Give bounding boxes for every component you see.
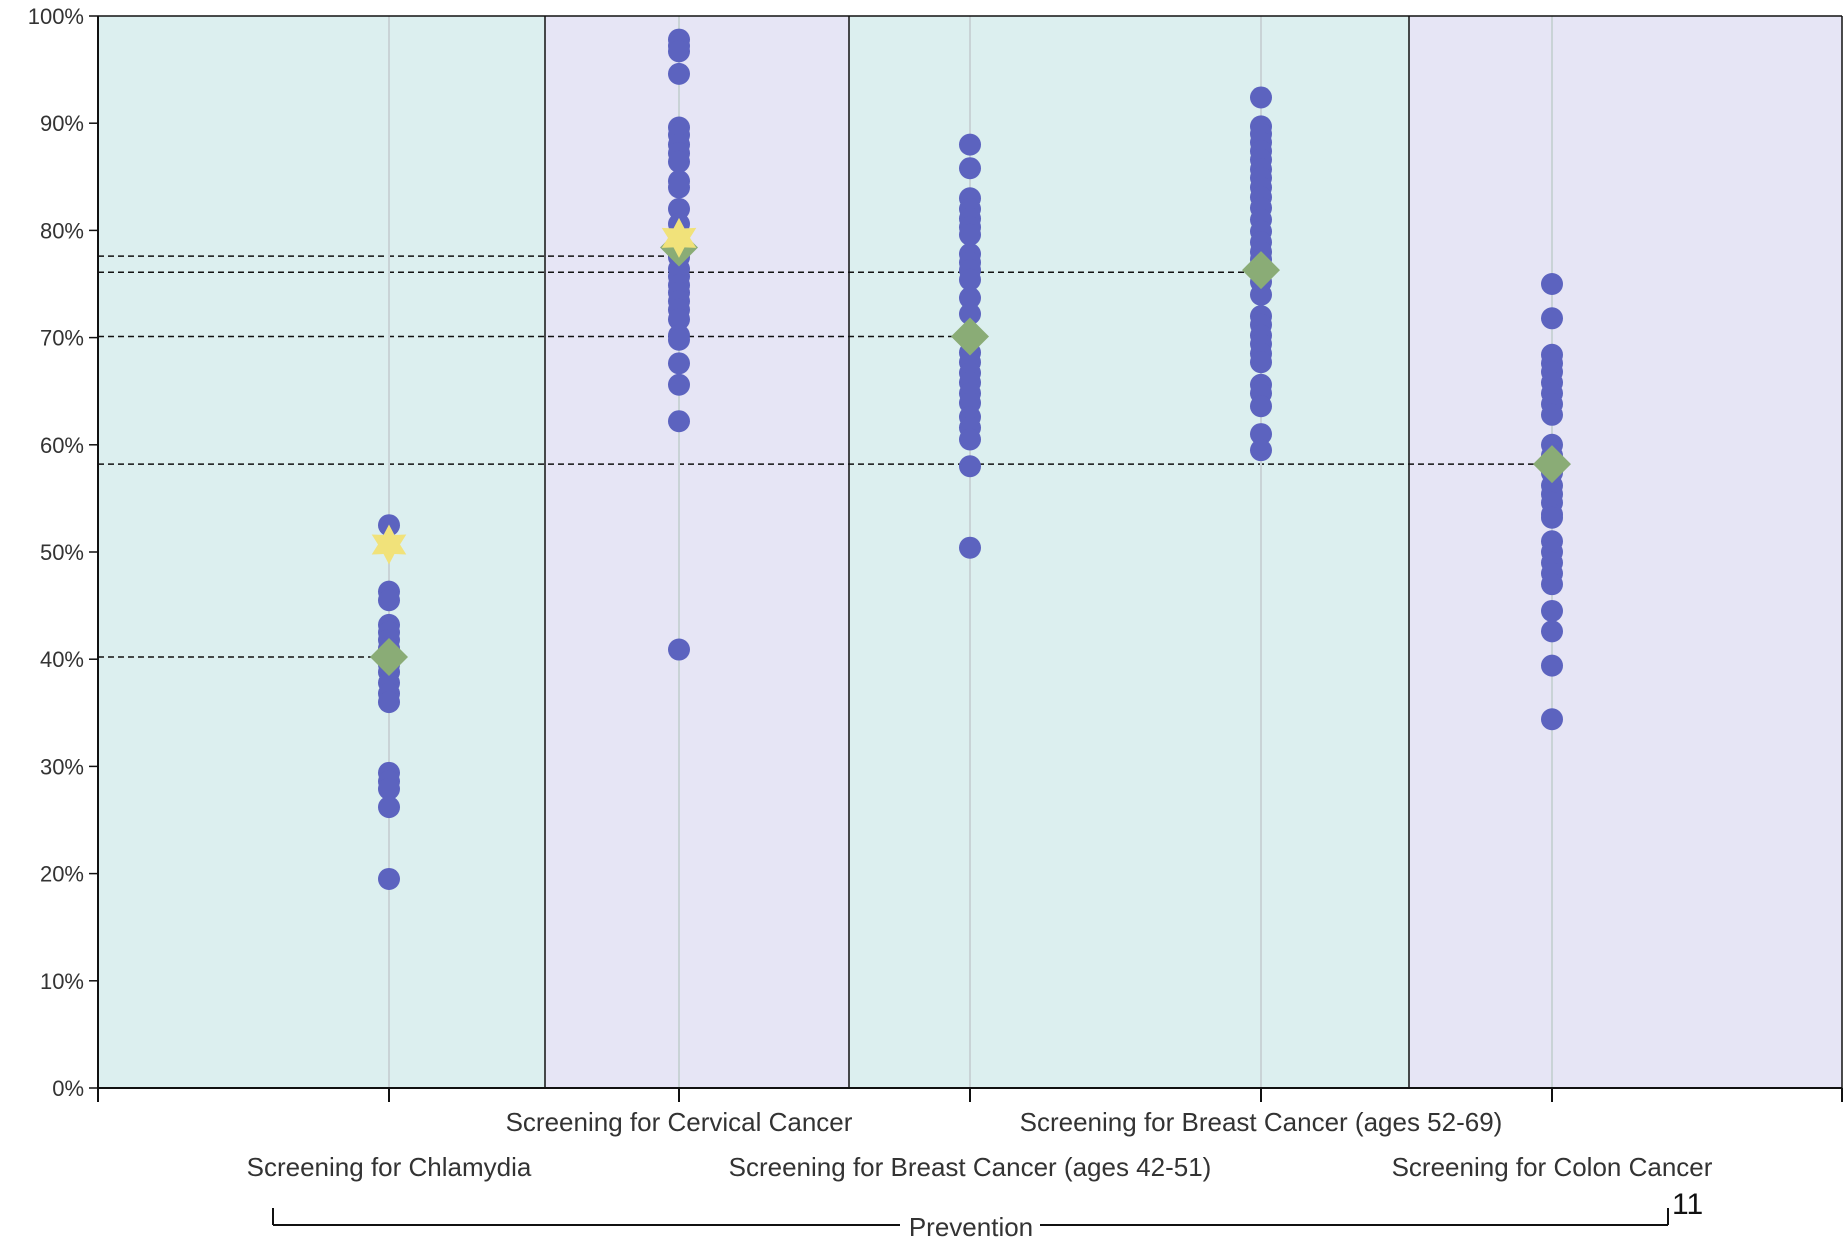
data-point bbox=[378, 867, 400, 890]
data-point bbox=[959, 223, 981, 246]
x-axis-ticks: Screening for Chlamydia Screening for Cer… bbox=[97, 1088, 1843, 1182]
data-point bbox=[668, 40, 690, 63]
data-point bbox=[959, 286, 981, 309]
data-point bbox=[959, 455, 981, 478]
y-tick-label: 90% bbox=[40, 111, 84, 136]
data-point bbox=[668, 176, 690, 199]
data-point bbox=[959, 303, 981, 326]
diamond-marker bbox=[370, 638, 408, 677]
data-point bbox=[668, 308, 690, 331]
highlight-markers bbox=[370, 217, 1571, 677]
x-tick-label: Screening for Cervical Cancer bbox=[506, 1107, 853, 1137]
category-panels bbox=[98, 16, 1842, 1088]
data-point bbox=[959, 536, 981, 559]
data-point bbox=[378, 796, 400, 819]
y-tick-label: 20% bbox=[40, 862, 84, 887]
data-point bbox=[1541, 273, 1563, 295]
star-marker bbox=[371, 524, 407, 565]
data-point bbox=[1541, 307, 1563, 330]
x-tick-label: Screening for Chlamydia bbox=[247, 1152, 532, 1182]
data-point bbox=[1541, 599, 1563, 622]
data-point bbox=[1250, 423, 1272, 446]
data-point bbox=[668, 638, 690, 661]
data-point bbox=[1541, 403, 1563, 426]
panel-2 bbox=[545, 16, 849, 1088]
x-tick-label: Screening for Breast Cancer (ages 52-69) bbox=[1020, 1107, 1503, 1137]
y-tick-label: 50% bbox=[40, 540, 84, 565]
panel-dividers bbox=[544, 16, 1410, 1088]
data-point bbox=[378, 777, 400, 800]
data-point bbox=[959, 268, 981, 291]
data-point bbox=[1250, 395, 1272, 418]
diamond-marker bbox=[951, 317, 989, 356]
y-tick-label: 0% bbox=[52, 1076, 84, 1101]
panel-1 bbox=[98, 16, 545, 1088]
data-point bbox=[1250, 351, 1272, 374]
data-point bbox=[668, 373, 690, 396]
panel-4 bbox=[1409, 16, 1842, 1088]
data-point bbox=[959, 157, 981, 180]
page-number: 11 bbox=[1672, 1188, 1703, 1221]
y-tick-label: 10% bbox=[40, 969, 84, 994]
data-point bbox=[1250, 86, 1272, 109]
data-point bbox=[1541, 573, 1563, 596]
data-point bbox=[959, 428, 981, 451]
x-tick-label: Screening for Colon Cancer bbox=[1392, 1152, 1713, 1182]
y-tick-label: 80% bbox=[40, 218, 84, 243]
data-point bbox=[378, 691, 400, 714]
data-point bbox=[1541, 708, 1563, 731]
data-point bbox=[668, 352, 690, 375]
data-point bbox=[668, 328, 690, 351]
data-point bbox=[378, 589, 400, 612]
y-tick-label: 30% bbox=[40, 754, 84, 779]
data-point bbox=[1250, 439, 1272, 462]
group-bracket: Prevention bbox=[272, 1208, 1669, 1242]
data-point bbox=[959, 133, 981, 156]
data-point bbox=[1250, 283, 1272, 306]
x-tick-label: Screening for Breast Cancer (ages 42-51) bbox=[729, 1152, 1212, 1182]
data-point bbox=[1541, 506, 1563, 529]
y-tick-label: 60% bbox=[40, 433, 84, 458]
y-tick-label: 70% bbox=[40, 326, 84, 351]
y-axis-ticks: 0% 10% 20% 30% 40% 50% 60% 70% 80% 90% 100% bbox=[28, 4, 98, 1101]
diamond-marker bbox=[1242, 251, 1280, 290]
data-point bbox=[1541, 620, 1563, 643]
data-point bbox=[668, 62, 690, 85]
star-marker bbox=[661, 217, 697, 258]
diamond-marker bbox=[1533, 445, 1571, 484]
data-point bbox=[668, 150, 690, 173]
group-label: Prevention bbox=[909, 1212, 1033, 1242]
data-point bbox=[668, 410, 690, 433]
y-tick-label: 40% bbox=[40, 647, 84, 672]
data-points bbox=[378, 28, 1563, 890]
y-tick-label: 100% bbox=[28, 4, 84, 29]
data-point bbox=[1541, 654, 1563, 677]
panel-3 bbox=[849, 16, 1409, 1088]
